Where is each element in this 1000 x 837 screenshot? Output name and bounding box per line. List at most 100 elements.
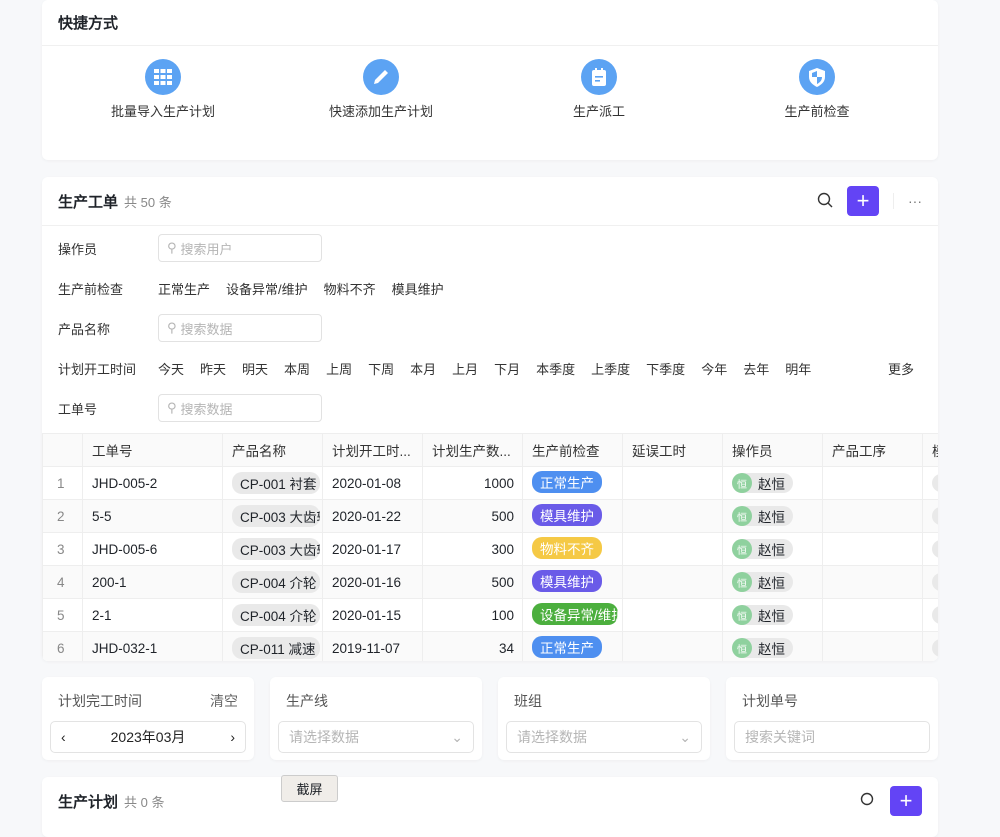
column-header[interactable]: 计划开工时...: [322, 433, 423, 467]
shield-icon: [799, 59, 835, 95]
production-plan-card: 生产计划共 0 条 +: [42, 777, 938, 837]
add-button[interactable]: +: [847, 186, 879, 216]
filter-option[interactable]: 模具维护: [391, 281, 444, 297]
operator-search-input[interactable]: ⚲ 搜索用户: [158, 234, 322, 262]
add-button[interactable]: +: [890, 786, 922, 816]
more-button[interactable]: ···: [908, 193, 922, 209]
filter-product: 产品名称 ⚲ 搜索数据: [58, 313, 322, 343]
product-pill: CP-003 大齿轮: [232, 538, 320, 560]
search-icon[interactable]: [860, 792, 876, 811]
avatar: 恒: [732, 638, 752, 658]
month-picker: ‹ 2023年03月 ›: [50, 721, 246, 753]
shortcut-quick-add[interactable]: 快速添加生产计划: [301, 59, 461, 120]
filter-option[interactable]: 设备异常/维护: [226, 281, 308, 297]
row-index: 6: [42, 631, 83, 661]
filter-option[interactable]: 物料不齐: [323, 281, 376, 297]
table-row[interactable]: 6 JHD-032-1 CP-011 减速 2019-11-07 34 正常生产…: [42, 631, 938, 661]
filter-option[interactable]: 今天: [158, 361, 185, 377]
divider: [42, 225, 938, 226]
grid-icon: [145, 59, 181, 95]
screenshot-tooltip: 截屏: [281, 775, 338, 802]
delay-hours: [622, 532, 723, 566]
filter-option[interactable]: 本月: [410, 361, 437, 377]
divider: [42, 45, 938, 46]
truncated-cell: [922, 532, 938, 566]
table-row[interactable]: 4 200-1 CP-004 介轮 2020-01-16 500 模具维护 恒赵…: [42, 565, 938, 599]
filter-option[interactable]: 下季度: [646, 361, 686, 377]
chevron-right-icon[interactable]: ›: [230, 729, 235, 745]
filter-option[interactable]: 昨天: [200, 361, 227, 377]
filter-option[interactable]: 下周: [368, 361, 395, 377]
delay-hours: [622, 598, 723, 632]
column-header[interactable]: 产品工序: [822, 433, 923, 467]
row-index: 4: [42, 565, 83, 599]
shortcuts-card: 快捷方式 批量导入生产计划 快速添加生产计划 生产派工 生产前检查: [42, 0, 938, 160]
search-icon: ⚲: [167, 240, 177, 255]
filter-option[interactable]: 明年: [785, 361, 812, 377]
order-no: JHD-005-6: [82, 532, 223, 566]
filter-option[interactable]: 上周: [326, 361, 353, 377]
table-row[interactable]: 5 2-1 CP-004 介轮 2020-01-15 100 设备异常/维护 恒…: [42, 598, 938, 632]
column-header[interactable]: 生产前检查: [522, 433, 623, 467]
column-header[interactable]: 工单号: [82, 433, 223, 467]
row-index: 5: [42, 598, 83, 632]
process-cell: [822, 532, 923, 566]
avatar: 恒: [732, 572, 752, 592]
operator-chip: 恒赵恒: [732, 605, 793, 625]
column-header[interactable]: 模: [922, 433, 938, 467]
clipboard-icon: [581, 59, 617, 95]
filter-option[interactable]: 本周: [284, 361, 311, 377]
filter-option[interactable]: 上月: [452, 361, 479, 377]
operator-chip: 恒赵恒: [732, 473, 793, 493]
operator-cell: 恒赵恒: [722, 631, 823, 661]
order-no-search-input[interactable]: ⚲ 搜索数据: [158, 394, 322, 422]
start-date: 2020-01-22: [322, 499, 423, 533]
operator-name: 赵恒: [758, 510, 785, 525]
check-cell: 设备异常/维护: [522, 598, 623, 632]
truncated-cell: [922, 565, 938, 599]
shortcut-precheck[interactable]: 生产前检查: [737, 59, 897, 120]
work-orders-table: 工单号产品名称计划开工时...计划生产数...生产前检查延误工时操作员产品工序模…: [42, 433, 938, 661]
chevron-down-icon: ⌄: [451, 728, 463, 745]
filter-option[interactable]: 本季度: [536, 361, 576, 377]
shortcut-batch-import[interactable]: 批量导入生产计划: [83, 59, 243, 120]
filter-option[interactable]: 今年: [701, 361, 728, 377]
filter-option[interactable]: 下月: [494, 361, 521, 377]
delay-hours: [622, 631, 723, 661]
table-row[interactable]: 1 JHD-005-2 CP-001 衬套 2020-01-08 1000 正常…: [42, 466, 938, 500]
column-header[interactable]: 计划生产数...: [422, 433, 523, 467]
filter-option[interactable]: 正常生产: [158, 281, 211, 297]
filter-title: 计划单号: [742, 693, 798, 709]
column-header[interactable]: 延误工时: [622, 433, 723, 467]
column-header[interactable]: 产品名称: [222, 433, 323, 467]
product-pill: CP-003 大齿轮: [232, 505, 320, 527]
pill: [932, 507, 938, 525]
line-select[interactable]: 请选择数据 ⌄: [278, 721, 474, 753]
placeholder: 搜索数据: [180, 401, 233, 417]
plan-no-input[interactable]: 搜索关键词: [734, 721, 930, 753]
table-row[interactable]: 2 5-5 CP-003 大齿轮 2020-01-22 500 模具维护 恒赵恒: [42, 499, 938, 533]
column-header[interactable]: 操作员: [722, 433, 823, 467]
filter-title: 班组: [514, 693, 542, 709]
filter-option[interactable]: 上季度: [591, 361, 631, 377]
table-row[interactable]: 3 JHD-005-6 CP-003 大齿轮 2020-01-17 300 物料…: [42, 532, 938, 566]
status-badge: 正常生产: [532, 635, 602, 658]
product-cell: CP-003 大齿轮: [222, 532, 323, 566]
truncated-cell: [922, 466, 938, 500]
month-value: 2023年03月: [110, 729, 186, 745]
pencil-icon: [363, 59, 399, 95]
clear-button[interactable]: 清空: [210, 693, 238, 709]
more-filter-options[interactable]: 更多: [887, 361, 914, 377]
filter-option[interactable]: 明天: [242, 361, 269, 377]
product-cell: CP-011 减速: [222, 631, 323, 661]
chevron-left-icon[interactable]: ‹: [61, 729, 66, 745]
team-select[interactable]: 请选择数据 ⌄: [506, 721, 702, 753]
filter-label: 计划开工时间: [58, 361, 137, 377]
shortcut-label: 快速添加生产计划: [328, 104, 433, 119]
column-header[interactable]: [42, 433, 83, 467]
search-icon[interactable]: [817, 192, 833, 211]
product-search-input[interactable]: ⚲ 搜索数据: [158, 314, 322, 342]
filter-start-time: 计划开工时间 今天 昨天 明天 本周 上周 下周 本月 上月 下月 本季度 上季度 下季度 今年 去年 明年…: [58, 353, 914, 383]
shortcut-dispatch[interactable]: 生产派工: [519, 59, 679, 120]
filter-option[interactable]: 去年: [743, 361, 770, 377]
